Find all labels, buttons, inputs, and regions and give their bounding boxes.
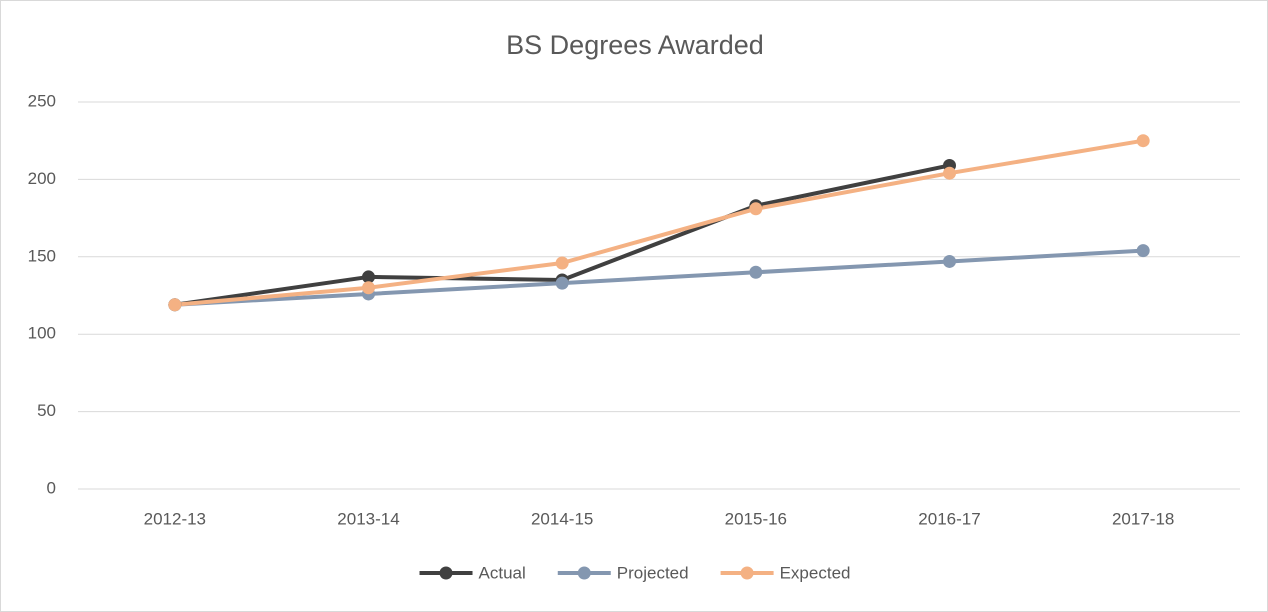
legend-label: Projected	[617, 563, 689, 582]
data-point	[555, 276, 569, 290]
series-line	[172, 248, 1146, 307]
x-tick-label: 2012-13	[144, 509, 206, 528]
data-point	[1136, 134, 1150, 148]
legend-marker	[740, 566, 754, 580]
data-point	[168, 298, 182, 312]
y-tick-label: 0	[47, 478, 56, 497]
data-point	[362, 281, 375, 295]
y-tick-label: 250	[28, 91, 56, 110]
data-point	[1136, 244, 1150, 258]
y-tick-label: 100	[28, 324, 56, 343]
legend-marker	[439, 566, 453, 580]
data-point	[362, 270, 375, 284]
data-point	[749, 265, 763, 279]
legend-label: Expected	[780, 563, 851, 582]
x-tick-label: 2015-16	[725, 509, 787, 528]
data-point	[749, 202, 763, 216]
legend: Actual Projected Expected	[419, 563, 851, 582]
legend-label: Actual	[479, 563, 526, 582]
legend-marker	[577, 566, 591, 580]
y-tick-label: 150	[28, 246, 56, 265]
chart-title: BS Degrees Awarded	[506, 30, 764, 60]
series-line	[172, 138, 1146, 307]
y-tick-label: 200	[28, 169, 56, 188]
x-tick-label: 2017-18	[1112, 509, 1174, 528]
y-tick-label: 50	[37, 401, 56, 420]
x-tick-label: 2016-17	[918, 509, 980, 528]
x-tick-label: 2013-14	[337, 509, 399, 528]
data-point	[555, 256, 569, 270]
data-point	[943, 166, 956, 180]
data-point	[943, 254, 956, 268]
x-tick-label: 2014-15	[531, 509, 593, 528]
